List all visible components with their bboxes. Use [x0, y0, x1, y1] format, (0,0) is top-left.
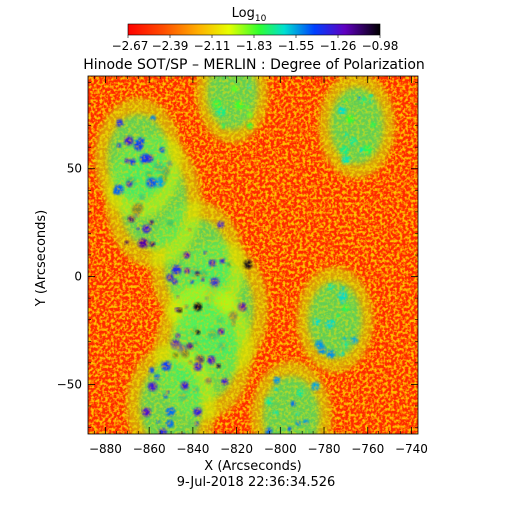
colorbar-tick-label: −1.55 [278, 39, 315, 53]
colorbar-tick-label: −2.39 [152, 39, 189, 53]
colorbar-label: Log10 [232, 6, 267, 24]
x-tick-label: −760 [351, 442, 384, 456]
x-tick-label: −840 [176, 442, 209, 456]
heatmap-speckle [88, 76, 418, 434]
colorbar: Log10 −2.67 −2.39 −2.11 −1.83 −1.55 −1.26 −0.9… [112, 6, 399, 53]
colorbar-tick-label: −1.83 [236, 39, 273, 53]
colorbar-tick-label: −2.67 [112, 39, 149, 53]
heatmap-image [88, 76, 418, 449]
x-axis-label: X (Arcseconds) [204, 459, 301, 474]
y-axis: −50 0 50 [57, 82, 418, 428]
colorbar-tick-label: −2.11 [194, 39, 231, 53]
x-tick-label: −860 [133, 442, 166, 456]
x-tick-label: −780 [308, 442, 341, 456]
heatmap-region-core [266, 433, 271, 434]
heatmap-region-core [171, 445, 175, 449]
y-tick-label: 50 [67, 162, 82, 176]
y-axis-label: Y (Arcseconds) [34, 210, 49, 307]
x-tick-label: −740 [395, 442, 428, 456]
x-tick-label: −820 [220, 442, 253, 456]
x-tick-label: −800 [264, 442, 297, 456]
colorbar-ticks: −2.67 −2.39 −2.11 −1.83 −1.55 −1.26 −0.98 [112, 35, 399, 53]
x-axis: −880 −860 −840 −820 −800 −780 −760 −740 [89, 76, 428, 456]
colorbar-gradient [127, 23, 381, 36]
y-tick-label: 0 [74, 270, 82, 284]
timestamp: 9-Jul-2018 22:36:34.526 [177, 475, 336, 490]
colorbar-tick-label: −1.26 [320, 39, 357, 53]
chart-title: Hinode SOT/SP – MERLIN : Degree of Polar… [83, 57, 425, 73]
y-tick-label: −50 [57, 377, 82, 391]
x-tick-label: −880 [89, 442, 122, 456]
colorbar-tick-label: −0.98 [362, 39, 399, 53]
